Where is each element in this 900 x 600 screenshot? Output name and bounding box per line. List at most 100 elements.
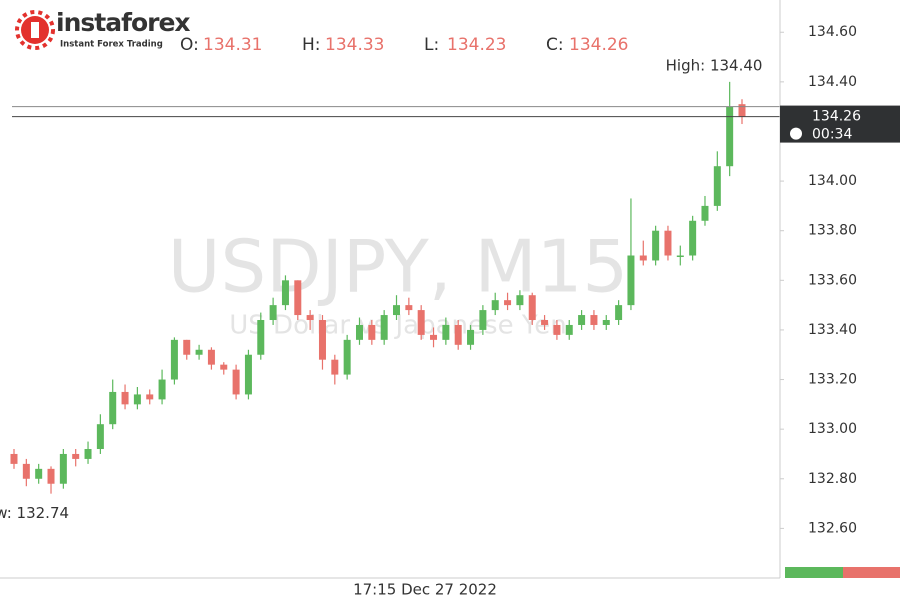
candle-body	[84, 449, 92, 459]
candle-body	[380, 315, 388, 340]
timer: 00:34	[812, 127, 852, 143]
candle-body	[479, 310, 487, 330]
ohlc-label: O:	[180, 35, 199, 55]
watermark-symbol: USDJPY, M15	[168, 225, 628, 309]
candle-body	[133, 394, 141, 405]
ohlc-value: 134.33	[325, 35, 384, 55]
y-tick-label: 133.20	[808, 372, 857, 388]
candle-body	[121, 391, 129, 405]
candle-body	[22, 463, 30, 479]
candle-body	[35, 468, 43, 479]
y-tick-label: 133.80	[808, 223, 857, 239]
candle-body	[467, 329, 475, 345]
crosshair-time: 17:15 Dec 27 2022	[353, 581, 497, 599]
candle-body	[10, 453, 18, 464]
candle-body	[294, 280, 302, 316]
candle-body	[454, 324, 462, 345]
candle-body	[183, 339, 191, 355]
candle-body	[343, 339, 351, 375]
candle-body	[639, 255, 647, 261]
crosshair-label-box	[322, 579, 528, 600]
logo-tagline: Instant Forex Trading	[60, 40, 163, 50]
candle-body	[47, 468, 55, 484]
candle-body	[602, 320, 610, 325]
axis-panel	[780, 0, 900, 600]
sell-bar	[843, 567, 900, 578]
candle-body	[96, 424, 104, 450]
ohlc-label: H:	[302, 35, 321, 55]
candle-body	[355, 324, 363, 340]
y-tick-label: 132.60	[808, 520, 857, 536]
candle-body	[244, 354, 252, 395]
ohlc-label: C:	[546, 35, 564, 55]
y-tick-label: 133.40	[808, 322, 857, 338]
low-annotation: Low: 132.74	[0, 504, 69, 522]
ohlc-header: O: 134.31 H: 134.33 L: 134.23 C: 134.26	[180, 35, 628, 55]
ohlc-value: 134.26	[569, 35, 628, 55]
candle-body	[59, 453, 67, 484]
candle-body	[541, 320, 549, 325]
candle-body	[318, 320, 326, 360]
candle-body	[331, 359, 339, 375]
candle-body	[232, 369, 240, 395]
candle-body	[664, 230, 672, 256]
y-tick-label: 134.40	[808, 74, 857, 90]
logo-text: instaforex	[56, 8, 190, 37]
candle-body	[590, 315, 598, 325]
candle-body	[713, 166, 721, 206]
candle-body	[615, 305, 623, 321]
candle-body	[405, 305, 413, 311]
candle-body	[257, 320, 265, 355]
price-axis: 132.60 132.80 133.00 133.20 133.40 133.60 133.…	[779, 0, 900, 600]
candle-body	[195, 349, 203, 355]
logo-gear	[15, 10, 55, 50]
candle-body	[652, 230, 660, 261]
ohlc-label: L:	[424, 35, 439, 55]
ohlc-value: 134.31	[203, 35, 262, 55]
y-tick-label: 134.00	[808, 173, 857, 189]
candle-body	[220, 364, 228, 370]
candle-body	[393, 305, 401, 316]
candle-body	[491, 300, 499, 311]
y-tick-label: 133.00	[808, 421, 857, 437]
candle-body	[158, 379, 166, 400]
candle-body	[442, 324, 450, 340]
candle-body	[738, 104, 746, 117]
y-tick-label: 134.60	[808, 24, 857, 40]
timer-icon	[790, 127, 802, 140]
buy-bar	[785, 567, 843, 578]
candle-body	[306, 315, 314, 321]
candle-body	[689, 220, 697, 256]
logo: instaforex Instant Forex Trading	[15, 8, 191, 50]
watermark-name: US Dollar vs Japanese Yen	[229, 311, 566, 341]
logo-mark	[31, 22, 39, 38]
candle-body	[207, 349, 215, 365]
candle-body	[170, 339, 178, 380]
current-price: 134.26	[812, 109, 861, 125]
candle-body	[726, 106, 734, 167]
candle-body	[504, 300, 512, 306]
candle-body	[578, 315, 586, 325]
candle-body	[627, 255, 635, 306]
candle-body	[72, 453, 80, 459]
y-tick-label: 133.60	[808, 272, 857, 288]
plot: High: 134.40 Low: 132.74	[0, 56, 780, 522]
candle-body	[676, 255, 684, 258]
candle-body	[516, 295, 524, 306]
candle-body	[109, 391, 117, 425]
candle-body	[368, 324, 376, 340]
candle-body	[701, 205, 709, 221]
ohlc-value: 134.23	[447, 35, 506, 55]
candle-body	[269, 305, 277, 321]
candle-body	[281, 280, 289, 306]
candle-body	[417, 310, 425, 335]
candle-body	[565, 324, 573, 335]
candle-body	[528, 295, 536, 321]
candle-body	[553, 324, 561, 335]
candle-body	[146, 394, 154, 400]
high-annotation: High: 134.40	[666, 56, 763, 74]
candle-body	[430, 334, 438, 340]
y-tick-label: 132.80	[808, 471, 857, 487]
